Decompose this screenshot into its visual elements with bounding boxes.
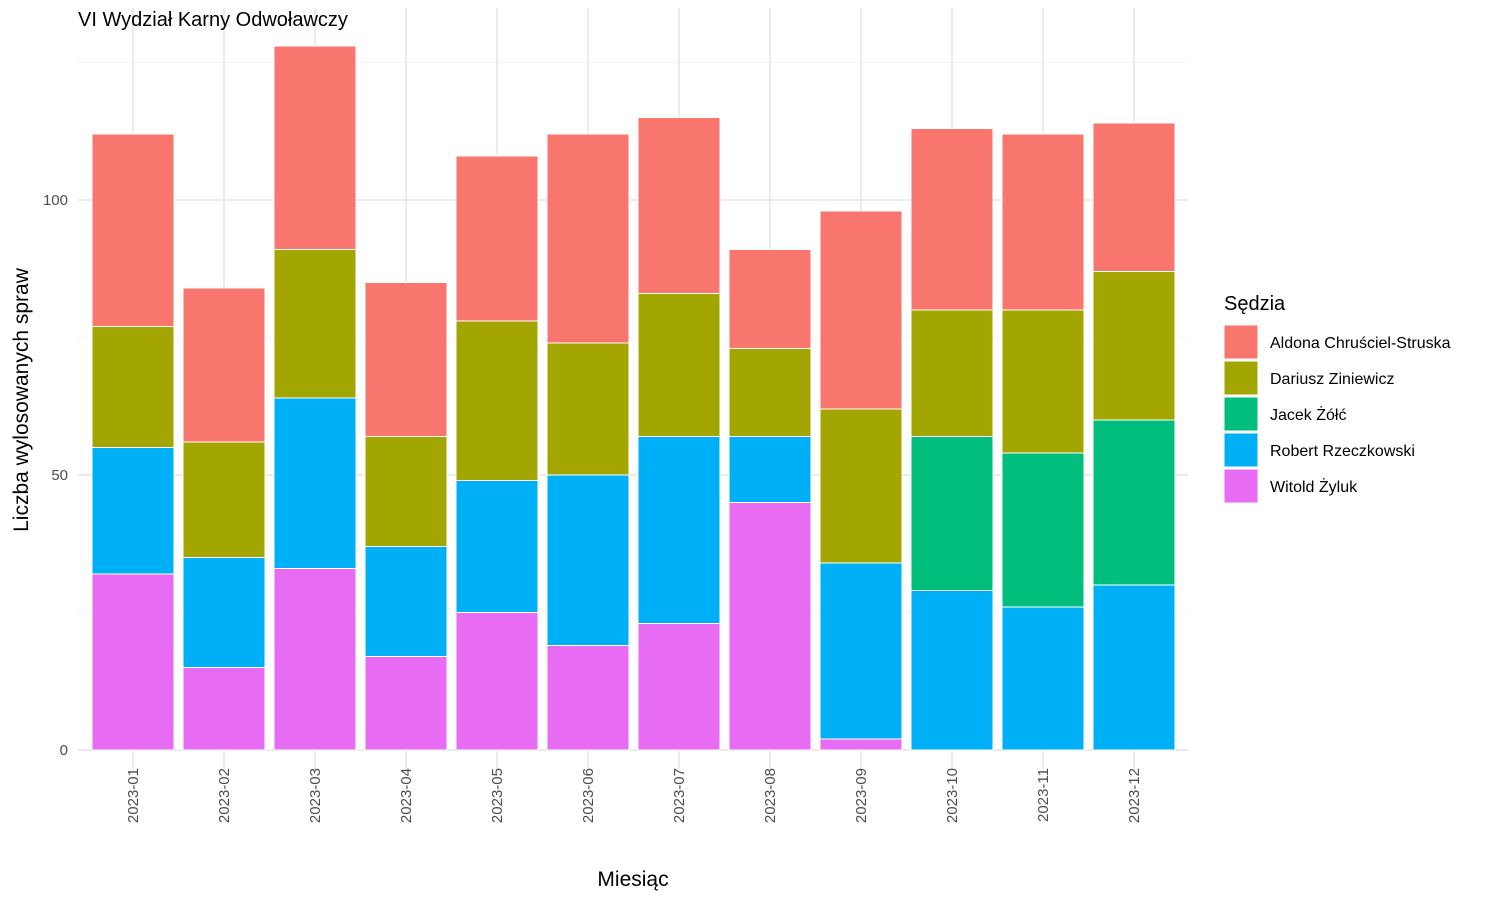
bar-segment [546,133,630,344]
x-tick-label: 2023-02 [216,768,233,823]
bar-segment [637,436,721,624]
bar-segment [273,397,357,569]
x-tick-label: 2023-11 [1035,768,1052,822]
legend-key [1223,432,1259,468]
legend-label: Aldona Chruściel-Struska [1270,335,1451,352]
bar-segment [182,441,266,558]
x-tick-label: 2023-05 [489,768,506,823]
bar-segment [91,326,175,448]
bar-segment [1092,271,1176,421]
bar-segment [364,282,448,437]
bar-segment [273,568,357,751]
legend-key [1223,468,1259,504]
bar-segment [182,557,266,668]
bar-segment [273,45,357,250]
x-tick-label: 2023-07 [671,768,688,823]
bar-segment [910,590,994,751]
chart-title: VI Wydział Karny Odwoławczy [78,9,348,31]
bar-segment [1001,309,1085,454]
legend-key [1223,324,1259,360]
legend-label: Robert Rzeczkowski [1270,443,1415,460]
bar-segment [1001,606,1085,751]
x-tick-label: 2023-09 [853,768,870,823]
bar-segment [728,502,812,751]
bar-segment [819,738,903,751]
bar-segment [455,612,539,751]
x-tick-label: 2023-04 [398,768,415,823]
bar-segment [364,436,448,547]
bar-segment [819,408,903,564]
legend-label: Dariusz Ziniewicz [1270,371,1394,388]
bar-segment [455,320,539,481]
legend-title: Sędzia [1224,293,1286,315]
bar-segment [546,645,630,751]
bar-segment [1001,133,1085,311]
bar-segment [728,348,812,437]
bar-segment [910,309,994,437]
x-tick-label: 2023-06 [580,768,597,823]
bar-segment [728,249,812,349]
x-tick-label: 2023-08 [762,768,779,823]
bar-segment [819,210,903,410]
x-tick-label: 2023-10 [944,768,961,823]
x-tick-label: 2023-12 [1126,768,1143,823]
legend: Sędzia Aldona Chruściel-Struska Dariusz Z… [1223,293,1451,504]
bar-segment [1092,122,1176,272]
legend-key [1223,396,1259,432]
bar-segment [1092,584,1176,751]
bar-segment [364,656,448,751]
bar-segment [455,480,539,613]
bar-segment [637,293,721,437]
bar-segment [910,128,994,311]
bar-segment [182,287,266,443]
bar-segment [637,117,721,294]
y-tick-label: 50 [51,467,68,484]
bar-segment [91,573,175,751]
bar-segment [728,436,812,503]
bar-segment [273,249,357,399]
x-tick-label: 2023-03 [307,768,324,823]
y-axis-ticks: 0 50 100 [43,192,68,759]
bar-segment [364,546,448,657]
legend-label: Witold Żyluk [1270,477,1358,496]
x-axis-ticks: 2023-01 2023-02 2023-03 2023-04 2023-05 2023-… [125,768,1143,823]
legend-key [1223,360,1259,396]
bar-segment [1092,419,1176,586]
legend-label: Jacek Żółć [1270,405,1346,424]
x-axis-title: Miesiąc [597,868,668,891]
bar-segment [546,342,630,476]
bar-segment [910,436,994,591]
bar-segment [1001,452,1085,608]
bar-segment [455,155,539,322]
y-axis-title: Liczba wylosowanych spraw [10,267,33,532]
y-tick-label: 0 [60,742,68,759]
y-tick-label: 100 [43,192,68,209]
bar-segment [91,133,175,327]
bar-segment [546,474,630,646]
bar-segment [182,667,266,751]
bars [91,45,1176,751]
bar-segment [819,562,903,740]
bar-segment [637,623,721,751]
bar-segment [91,447,175,575]
x-tick-label: 2023-01 [125,768,142,823]
